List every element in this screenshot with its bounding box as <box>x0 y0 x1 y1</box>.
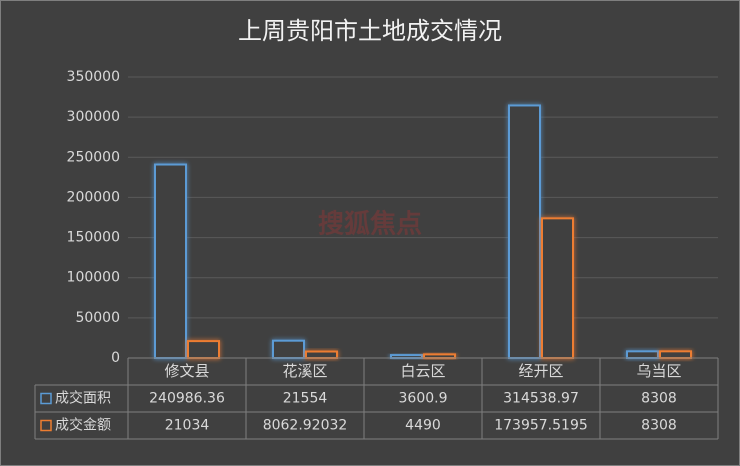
table-cell: 173957.5195 <box>494 418 588 434</box>
x-tick-label: 经开区 <box>518 362 563 380</box>
legend-label: 成交金额 <box>55 417 111 434</box>
y-tick-label: 200000 <box>67 189 120 205</box>
y-tick-label: 0 <box>111 350 120 366</box>
chart-title: 上周贵阳市土地成交情况 <box>238 17 502 45</box>
y-tick-label: 350000 <box>67 69 120 85</box>
y-tick-label: 100000 <box>67 270 120 286</box>
y-tick-label: 150000 <box>67 230 120 246</box>
y-tick-label: 250000 <box>67 149 120 165</box>
y-tick-label: 300000 <box>67 109 120 125</box>
legend-swatch <box>40 419 52 432</box>
bar <box>508 104 541 359</box>
y-tick-label: 50000 <box>75 310 120 326</box>
table-cell: 21034 <box>165 418 210 434</box>
table-cell: 8062.92032 <box>263 418 348 434</box>
bar <box>541 217 574 359</box>
bar <box>305 350 338 360</box>
table-cell: 240986.36 <box>149 391 225 407</box>
table-cell: 314538.97 <box>503 391 579 407</box>
table-cell: 21554 <box>283 391 328 407</box>
table-cell: 8308 <box>641 391 677 407</box>
x-tick-label: 乌当区 <box>636 362 681 380</box>
bar <box>659 350 692 360</box>
x-tick-label: 白云区 <box>400 362 445 380</box>
bar <box>423 353 456 360</box>
bar <box>626 350 659 360</box>
legend-swatch <box>40 392 52 405</box>
table-cell: 4490 <box>405 418 441 434</box>
legend-label: 成交面积 <box>55 390 111 407</box>
bar <box>154 163 187 359</box>
table-cell: 3600.9 <box>399 391 448 407</box>
watermark: 搜狐焦点 <box>318 209 422 240</box>
table-cell: 8308 <box>641 418 677 434</box>
x-tick-label: 花溪区 <box>282 362 327 380</box>
bar <box>272 339 305 360</box>
x-tick-label: 修文县 <box>164 362 209 380</box>
bar <box>187 340 220 359</box>
